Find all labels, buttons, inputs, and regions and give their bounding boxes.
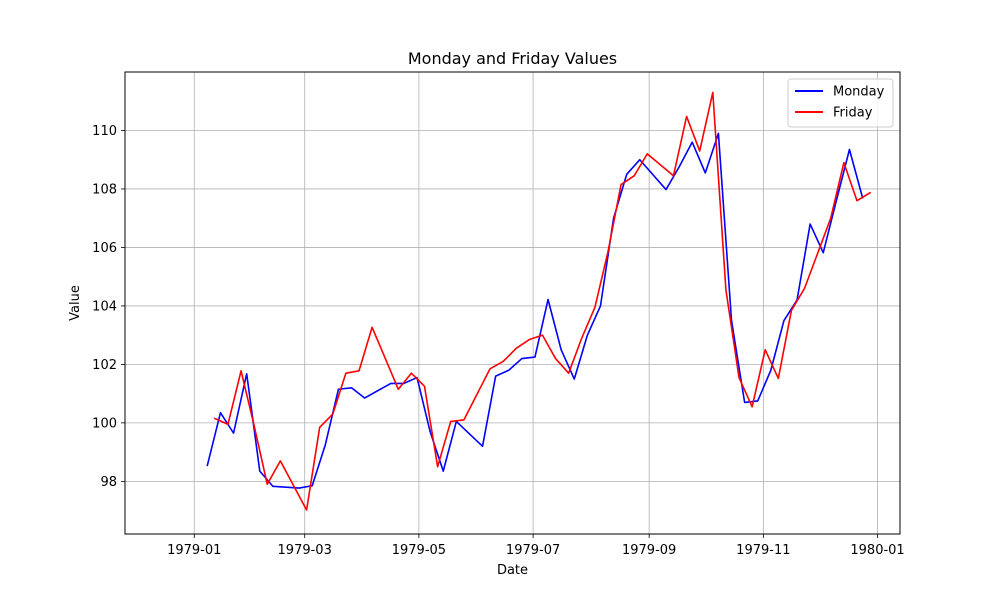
x-tick-label: 1979-03 bbox=[278, 543, 332, 558]
series-lines bbox=[206, 91, 872, 511]
x-axis-title: Date bbox=[497, 563, 528, 578]
x-tick-label: 1979-11 bbox=[736, 543, 790, 558]
y-tick-label: 108 bbox=[92, 182, 117, 197]
y-tick-label: 110 bbox=[92, 124, 117, 139]
axis-ticks: 1979-01 1979-03 1979-05 1979-07 1979-09 1979-… bbox=[92, 124, 905, 558]
y-tick-label: 102 bbox=[92, 358, 117, 373]
series-line-monday bbox=[206, 132, 864, 489]
x-tick-label: 1979-05 bbox=[392, 543, 446, 558]
chart-title: Monday and Friday Values bbox=[408, 49, 617, 68]
y-tick-label: 104 bbox=[92, 299, 117, 314]
plot-frame bbox=[124, 71, 901, 535]
legend: Monday Friday bbox=[787, 78, 894, 128]
x-tick-label: 1979-01 bbox=[167, 543, 221, 558]
x-tick-label: 1979-07 bbox=[506, 543, 560, 558]
x-tick-label: 1980-01 bbox=[850, 543, 904, 558]
y-axis-title: Value bbox=[68, 285, 83, 321]
legend-label-monday: Monday bbox=[833, 85, 885, 100]
x-tick-label: 1979-09 bbox=[622, 543, 676, 558]
y-tick-label: 98 bbox=[100, 475, 117, 490]
series-line-friday bbox=[213, 91, 872, 511]
legend-label-friday: Friday bbox=[833, 106, 873, 121]
y-tick-label: 100 bbox=[92, 416, 117, 431]
y-tick-label: 106 bbox=[92, 241, 117, 256]
